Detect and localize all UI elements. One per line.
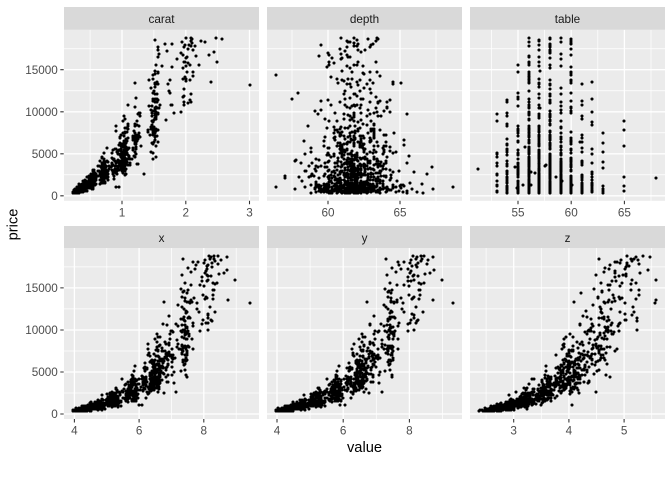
svg-text:4: 4 [71,425,78,438]
svg-text:price: price [6,209,22,241]
svg-text:60: 60 [565,207,579,220]
svg-text:3: 3 [246,207,253,220]
svg-text:depth: depth [350,13,379,26]
svg-text:4: 4 [274,425,281,438]
svg-text:6: 6 [136,425,143,438]
svg-text:10000: 10000 [25,106,58,119]
svg-text:5000: 5000 [32,148,59,161]
svg-text:15000: 15000 [25,64,58,77]
svg-text:0: 0 [51,408,58,421]
svg-text:2: 2 [183,207,190,220]
svg-text:carat: carat [148,13,175,26]
svg-text:55: 55 [511,207,525,220]
svg-text:6: 6 [340,425,347,438]
svg-text:60: 60 [321,207,335,220]
svg-text:5000: 5000 [32,366,59,379]
svg-text:5: 5 [621,425,628,438]
svg-text:1: 1 [119,207,126,220]
svg-text:y: y [362,232,368,245]
svg-text:z: z [565,232,571,245]
svg-text:table: table [555,13,580,26]
svg-text:3: 3 [510,425,517,438]
svg-text:65: 65 [618,207,632,220]
svg-text:value: value [347,440,382,456]
svg-text:4: 4 [566,425,573,438]
svg-text:x: x [159,232,165,245]
svg-text:15000: 15000 [25,282,58,295]
svg-text:10000: 10000 [25,324,58,337]
svg-text:8: 8 [201,425,208,438]
svg-text:65: 65 [393,207,407,220]
svg-text:8: 8 [406,425,413,438]
svg-text:0: 0 [51,190,58,203]
